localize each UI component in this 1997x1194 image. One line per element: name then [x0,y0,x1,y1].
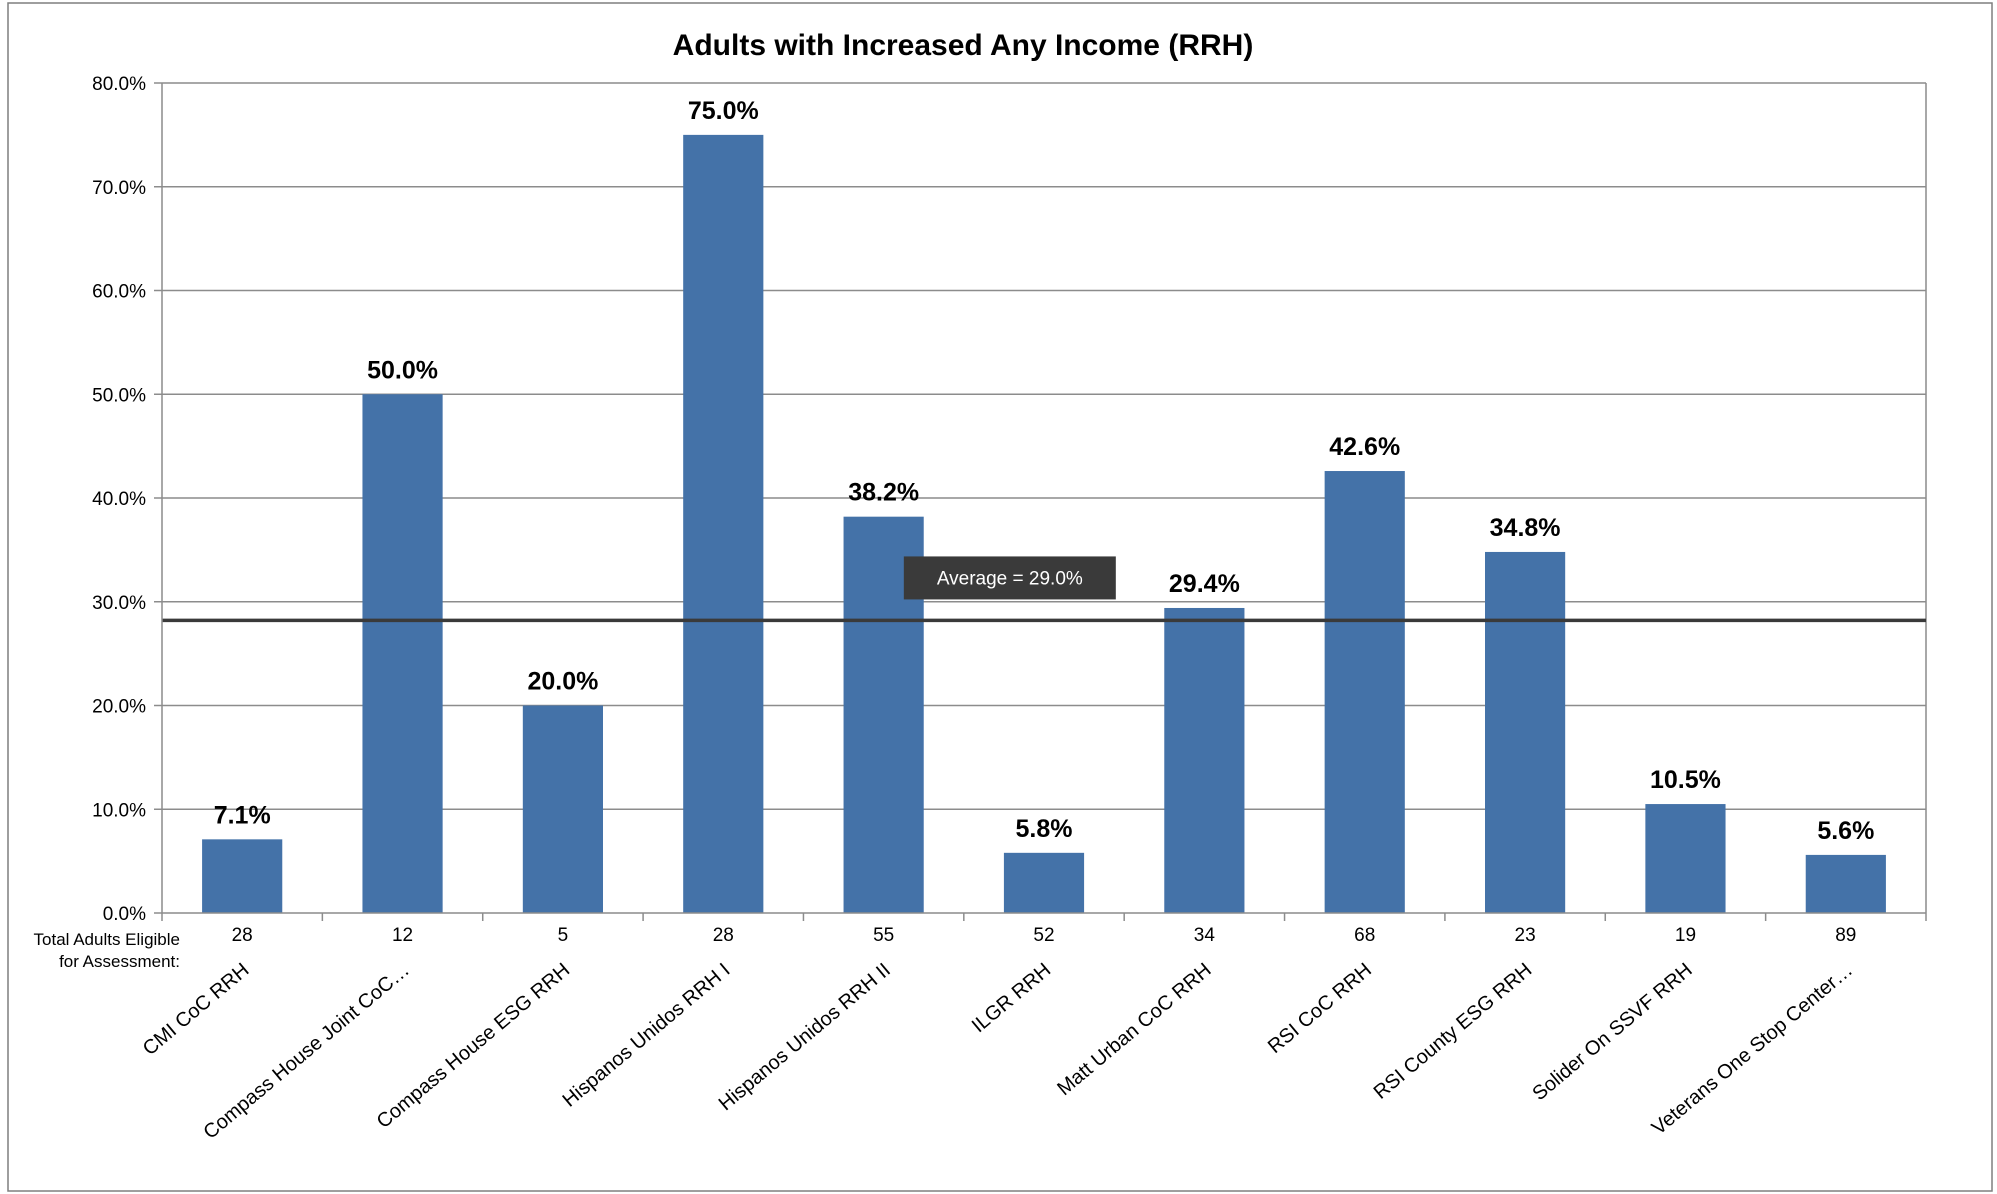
eligible-label-line-2: for Assessment: [59,952,180,971]
bar-value-label: 42.6% [1329,433,1400,461]
gridlines [162,82,1927,913]
bar [1324,471,1405,913]
bar [1485,551,1566,913]
bar-value-label: 5.8% [1016,815,1073,843]
eligible-count: 34 [1194,925,1216,946]
eligible-count: 28 [232,925,253,946]
bar [1003,852,1085,913]
bar [362,394,443,913]
bar-value-label: 75.0% [688,97,759,125]
bar [202,839,283,913]
average-line-group: Average = 29.0% [162,556,1926,623]
bar-value-labels: 7.1% 50.0% 20.0% 75.0% 38.2% 5.8% 29.4% 42.6% 34… [214,97,1875,845]
eligible-count: 28 [713,925,734,946]
bar-value-label: 10.5% [1650,766,1721,794]
bar-value-label: 5.6% [1817,817,1874,845]
eligible-count: 5 [558,925,569,946]
eligible-count: 23 [1515,925,1536,946]
bar [1645,804,1726,913]
eligible-count: 12 [392,925,413,946]
bar-value-label: 29.4% [1169,570,1240,598]
bar-value-label: 50.0% [367,356,438,384]
average-label: Average = 29.0% [937,568,1083,589]
y-tick-label: 70.0% [92,178,146,199]
bar [1164,607,1245,913]
bar-value-label: 7.1% [214,801,271,829]
y-tick-label: 0.0% [103,904,146,925]
bar [683,134,764,913]
y-tick-label: 60.0% [92,282,146,303]
eligible-count: 89 [1835,925,1856,946]
bars [202,134,1886,913]
chart-title: Adults with Increased Any Income (RRH) [673,29,1254,62]
bar-value-label: 20.0% [527,668,598,696]
y-tick-label: 50.0% [92,385,146,406]
eligible-counts: 28 12 5 28 55 52 34 68 23 19 89 [232,925,1857,946]
x-axis [161,83,1927,921]
bar [1805,854,1886,913]
bar [522,705,603,913]
eligible-count: 68 [1354,925,1375,946]
eligible-count: 55 [873,925,894,946]
y-tick-label: 30.0% [92,593,146,614]
y-tick-label: 10.0% [92,800,146,821]
y-tick-label: 80.0% [92,74,146,95]
eligible-count: 19 [1675,925,1696,946]
y-tick-label: 20.0% [92,697,146,718]
y-axis-ticks: 0.0% 10.0% 20.0% 30.0% 40.0% 50.0% 60.0% 70.0% 8… [92,74,162,925]
average-label-box [903,556,1116,600]
bar-value-label: 34.8% [1490,514,1561,542]
eligible-label-line-1: Total Adults Eligible [34,930,180,949]
eligible-count: 52 [1033,925,1054,946]
bar-value-label: 38.2% [848,479,919,507]
y-tick-label: 40.0% [92,489,146,510]
